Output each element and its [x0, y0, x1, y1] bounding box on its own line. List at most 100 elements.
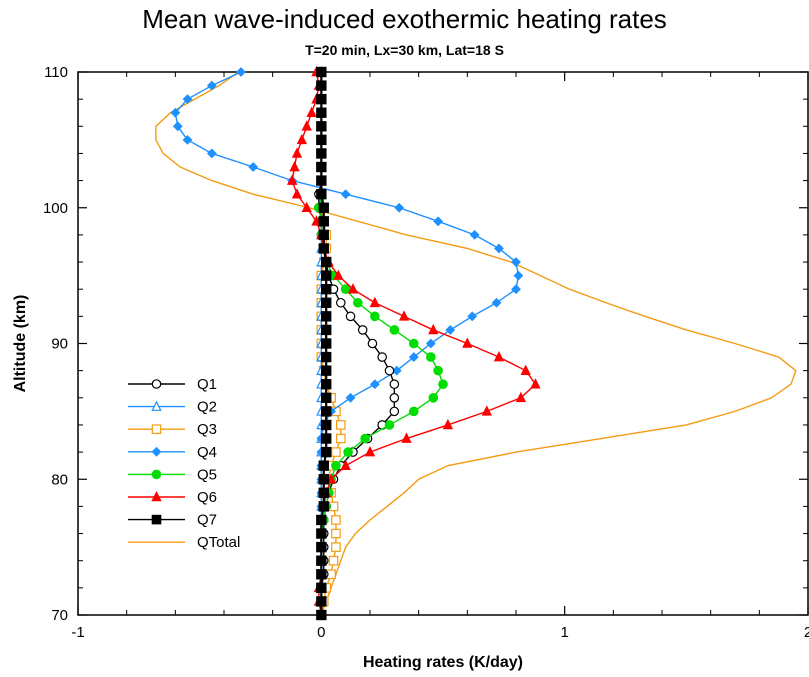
point-q7 [317, 570, 326, 579]
point-q4 [346, 394, 354, 402]
point-q4 [492, 299, 500, 307]
point-q1 [378, 353, 386, 361]
point-q5 [434, 366, 442, 374]
x-tick-label: 2 [804, 624, 809, 641]
point-q7 [322, 298, 331, 307]
y-tick-label: 80 [51, 471, 68, 488]
point-q7 [319, 230, 328, 239]
point-q3 [332, 516, 340, 524]
point-q5 [385, 421, 393, 429]
point-q7 [322, 285, 331, 294]
point-q6 [293, 149, 301, 157]
point-q7 [322, 393, 331, 402]
point-q7 [322, 434, 331, 443]
point-q7 [319, 217, 328, 226]
legend-marker [152, 515, 160, 523]
point-q7 [322, 325, 331, 334]
point-q5 [332, 461, 340, 469]
point-q6 [400, 312, 408, 320]
point-q7 [319, 203, 328, 212]
point-q7 [317, 583, 326, 592]
point-q7 [317, 543, 326, 552]
point-q5 [410, 339, 418, 347]
legend-label: Q1 [197, 376, 217, 393]
point-q1 [359, 326, 367, 334]
point-q3 [337, 421, 345, 429]
point-q6 [522, 366, 530, 374]
point-q1 [385, 366, 393, 374]
point-q4 [434, 217, 442, 225]
legend-entry-q2: Q2 [128, 399, 217, 416]
point-q4 [371, 380, 379, 388]
plot-area-frame [78, 72, 808, 615]
point-q1 [368, 339, 376, 347]
point-q4 [208, 149, 216, 157]
legend-entry-q1: Q1 [128, 376, 217, 393]
point-q5 [427, 353, 435, 361]
point-q1 [337, 299, 345, 307]
point-q7 [319, 475, 328, 484]
point-q4 [468, 312, 476, 320]
point-q7 [322, 271, 331, 280]
point-q1 [346, 312, 354, 320]
legend-entry-q7: Q7 [128, 512, 217, 529]
legend-marker [152, 470, 160, 478]
legend-entry-q5: Q5 [128, 466, 217, 483]
point-q5 [371, 312, 379, 320]
point-q4 [446, 326, 454, 334]
point-q6 [307, 108, 315, 116]
point-q7 [317, 67, 326, 76]
point-q7 [319, 502, 328, 511]
point-q7 [322, 407, 331, 416]
y-tick-label: 70 [51, 607, 68, 624]
point-q7 [322, 420, 331, 429]
point-q7 [322, 312, 331, 321]
point-q5 [429, 394, 437, 402]
legend-entry-q4: Q4 [128, 444, 217, 461]
point-q7 [322, 352, 331, 361]
point-q3 [332, 529, 340, 537]
point-q4 [470, 231, 478, 239]
point-q5 [390, 326, 398, 334]
legend-entry-q3: Q3 [128, 421, 217, 438]
point-q4 [512, 285, 520, 293]
legend-label: Q7 [197, 512, 217, 529]
point-q1 [390, 394, 398, 402]
point-q7 [317, 95, 326, 104]
point-q7 [317, 529, 326, 538]
point-q7 [319, 244, 328, 253]
point-q1 [390, 380, 398, 388]
point-q3 [337, 434, 345, 442]
legend-marker [152, 425, 160, 433]
point-q6 [293, 189, 301, 197]
point-q4 [514, 271, 522, 279]
point-q7 [317, 108, 326, 117]
x-tick-label: 1 [560, 624, 568, 641]
point-q6 [371, 298, 379, 306]
legend-entry-qtotal: QTotal [128, 534, 240, 551]
point-q7 [319, 461, 328, 470]
point-q7 [319, 488, 328, 497]
point-q5 [439, 380, 447, 388]
point-q7 [317, 176, 326, 185]
legend-marker [152, 380, 160, 388]
point-q3 [332, 543, 340, 551]
series-line-qtotal [156, 72, 796, 615]
point-q6 [429, 325, 437, 333]
legend-label: QTotal [197, 534, 240, 551]
point-q7 [317, 135, 326, 144]
legend: Q1 Q2 Q3 Q4 Q5 Q6 Q7 QTotal [128, 376, 240, 551]
y-tick-label: 100 [43, 200, 68, 217]
point-q7 [317, 610, 326, 619]
point-q5 [354, 299, 362, 307]
point-q7 [317, 81, 326, 90]
point-q4 [249, 163, 257, 171]
legend-label: Q6 [197, 489, 217, 506]
point-q7 [317, 515, 326, 524]
x-tick-label: -1 [71, 624, 84, 641]
point-q7 [317, 556, 326, 565]
y-tick-label: 90 [51, 336, 68, 353]
legend-entry-q6: Q6 [128, 489, 217, 506]
legend-label: Q3 [197, 421, 217, 438]
